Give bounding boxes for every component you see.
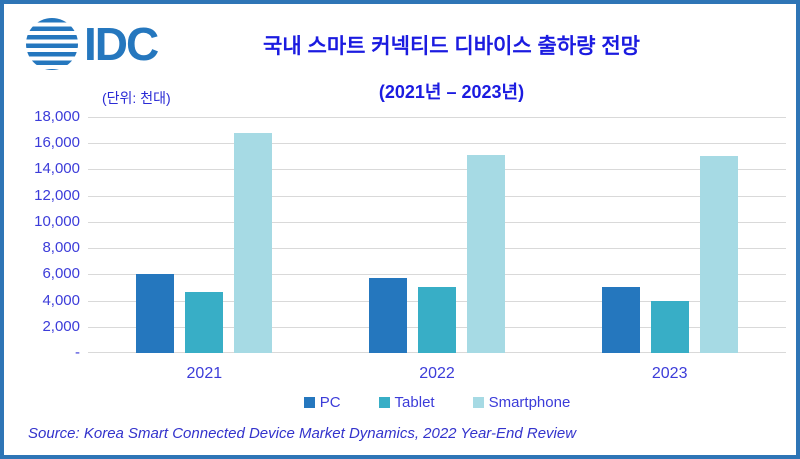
gridline [88, 143, 786, 145]
bar-group-2023 [553, 117, 786, 353]
bar-pc-2022 [369, 278, 407, 353]
source-note: Source: Korea Smart Connected Device Mar… [28, 425, 577, 442]
bar-groups [88, 117, 786, 353]
gridline [88, 169, 786, 171]
legend-label-pc: PC [319, 394, 341, 411]
bar-group-2022 [321, 117, 554, 353]
y-tick-label: 10,000 [34, 212, 80, 230]
gridline [88, 248, 786, 250]
legend-item-smartphone: Smartphone [472, 394, 571, 411]
y-axis: 18,000 16,000 14,000 12,000 10,000 8,000 6,000… [24, 108, 80, 361]
legend-label-smartphone: Smartphone [488, 394, 571, 411]
y-tick-label: 12,000 [34, 186, 80, 204]
legend-label-tablet: Tablet [394, 394, 435, 411]
bar-tablet-2021 [185, 292, 224, 353]
y-tick-label: 14,000 [34, 160, 80, 178]
bar-pc-2023 [601, 287, 640, 353]
legend-item-pc: PC [303, 394, 341, 411]
idc-logo: IDC [26, 18, 159, 70]
bar-tablet-2022 [418, 287, 456, 353]
idc-logo-text: IDC [84, 18, 159, 70]
y-tick-label: 16,000 [34, 134, 80, 152]
gridline [88, 221, 786, 223]
legend-swatch-pc [303, 397, 315, 408]
legend-item-tablet: Tablet [378, 394, 435, 411]
x-axis-label-2023: 2023 [651, 365, 688, 382]
bar-smartphone-2021 [234, 132, 273, 353]
legend: PC Tablet Smartphone [88, 394, 786, 411]
chart-title: 국내 스마트 커넥티드 디바이스 출하량 전망 [263, 35, 640, 58]
bar-smartphone-2022 [467, 155, 505, 353]
plot-area [88, 117, 786, 353]
bar-pc-2021 [136, 274, 175, 353]
y-tick-label: 2,000 [42, 317, 80, 335]
unit-label: (단위: 천대) [102, 90, 171, 106]
x-axis-label-2021: 2021 [186, 365, 223, 382]
y-tick-label: 4,000 [42, 291, 80, 309]
gridline [88, 117, 786, 118]
y-tick-label: 8,000 [42, 239, 80, 257]
bar-group-2021 [88, 117, 321, 353]
bar-tablet-2023 [650, 300, 689, 353]
chart-subtitle: (2021년 – 2023년) [378, 82, 525, 102]
x-axis-label-2022: 2022 [419, 365, 455, 382]
gridline [88, 195, 786, 197]
bar-chart: 18,000 16,000 14,000 12,000 10,000 8,000 6,000… [24, 108, 786, 361]
y-tick-label: 6,000 [42, 265, 80, 283]
gridline [88, 274, 786, 276]
y-tick-label: 18,000 [34, 108, 80, 125]
x-axis-labels: 2021 2022 2023 [88, 365, 786, 383]
legend-swatch-tablet [378, 397, 390, 408]
y-tick-label: - [75, 344, 80, 361]
bar-smartphone-2023 [699, 156, 738, 353]
legend-swatch-smartphone [472, 397, 484, 408]
idc-globe-icon [26, 18, 78, 70]
